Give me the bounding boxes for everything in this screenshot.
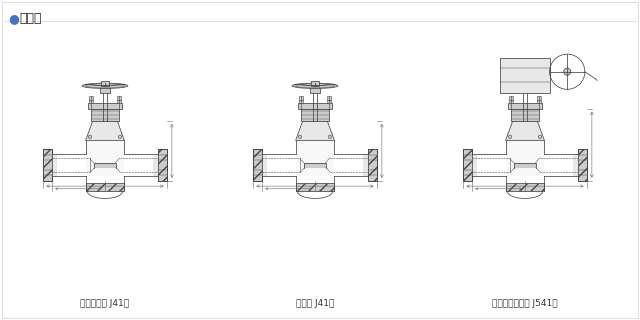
Polygon shape: [506, 140, 545, 176]
Bar: [117, 96, 121, 100]
Bar: [44, 149, 52, 181]
Circle shape: [118, 135, 122, 139]
Bar: [299, 96, 303, 100]
Ellipse shape: [82, 83, 128, 88]
Bar: [301, 109, 329, 121]
Bar: [578, 149, 587, 181]
Polygon shape: [296, 121, 334, 140]
Bar: [296, 183, 334, 191]
Circle shape: [298, 135, 302, 139]
Bar: [89, 96, 93, 100]
Bar: [91, 109, 119, 121]
Bar: [100, 81, 109, 86]
Bar: [508, 103, 541, 109]
Circle shape: [508, 135, 512, 139]
Text: 令齿轮传动闸阀 J541型: 令齿轮传动闸阀 J541型: [492, 300, 558, 308]
FancyBboxPatch shape: [44, 149, 52, 181]
Text: 鍛焊截止阀 J41型: 鍛焊截止阀 J41型: [81, 300, 129, 308]
FancyBboxPatch shape: [253, 149, 262, 181]
FancyBboxPatch shape: [463, 149, 472, 181]
Circle shape: [538, 135, 541, 139]
Bar: [88, 103, 122, 109]
Bar: [538, 100, 541, 103]
Bar: [100, 86, 110, 93]
Bar: [368, 149, 376, 181]
Polygon shape: [506, 121, 545, 140]
Ellipse shape: [292, 83, 338, 88]
Bar: [327, 96, 331, 100]
Polygon shape: [86, 121, 124, 140]
Bar: [299, 100, 303, 103]
Bar: [500, 58, 550, 93]
Text: 截止阀 J41型: 截止阀 J41型: [296, 300, 334, 308]
Circle shape: [328, 135, 332, 139]
Circle shape: [88, 135, 92, 139]
Bar: [158, 149, 166, 181]
Bar: [509, 96, 513, 100]
Polygon shape: [296, 140, 334, 176]
Polygon shape: [86, 140, 124, 176]
Bar: [117, 100, 121, 103]
Bar: [463, 149, 472, 181]
Bar: [327, 100, 331, 103]
Bar: [86, 183, 124, 191]
Circle shape: [564, 68, 571, 75]
Bar: [511, 109, 539, 121]
Bar: [310, 86, 320, 93]
Bar: [310, 81, 319, 86]
Bar: [509, 100, 513, 103]
Bar: [298, 103, 332, 109]
Bar: [538, 96, 541, 100]
Bar: [89, 100, 93, 103]
Bar: [506, 183, 545, 191]
Text: ●: ●: [8, 12, 19, 25]
Bar: [253, 149, 262, 181]
Text: 结构图: 结构图: [19, 12, 42, 25]
